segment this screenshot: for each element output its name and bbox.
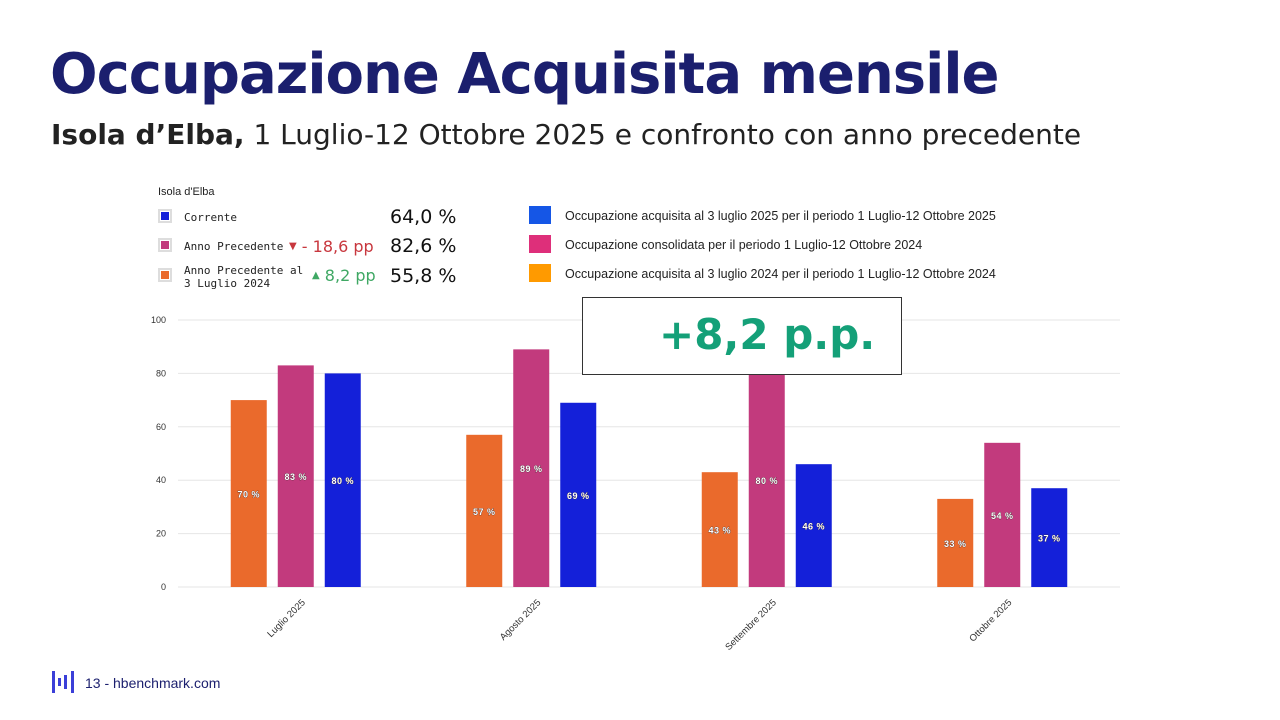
panel-label-line1: Anno Precedente al xyxy=(184,264,304,277)
panel-value-anno-precedente-3-luglio: 55,8 % xyxy=(390,265,457,287)
x-tick-label: Settembre 2025 xyxy=(723,597,779,653)
y-tick-label: 80 xyxy=(156,368,166,378)
bar xyxy=(324,373,361,587)
bar-data-label: 46 % xyxy=(802,522,825,532)
bar-data-label: 33 % xyxy=(944,539,967,549)
bar xyxy=(513,349,550,587)
bar-data-label: 69 % xyxy=(567,491,590,501)
legend-swatch-consolidata-2024 xyxy=(529,235,551,253)
bar-data-label: 37 % xyxy=(1038,534,1061,544)
bar-data-label: 83 % xyxy=(284,472,307,482)
panel-delta-text: 8,2 pp xyxy=(324,266,376,285)
subtitle-period: 1 Luglio-12 Ottobre 2025 e confronto con… xyxy=(244,118,1082,151)
bar xyxy=(937,498,974,587)
legend-label-acquisita-2025: Occupazione acquisita al 3 luglio 2025 p… xyxy=(565,209,996,223)
panel-swatch-anno-precedente xyxy=(158,238,172,252)
y-tick-label: 40 xyxy=(156,475,166,485)
x-tick-label: Agosto 2025 xyxy=(498,597,544,643)
panel-delta-text: - 18,6 pp xyxy=(301,237,374,256)
panel-value-corrente: 64,0 % xyxy=(390,206,457,228)
panel-label-anno-precedente-3-luglio: Anno Precedente al 3 Luglio 2024 xyxy=(184,264,303,290)
page-title: Occupazione Acquisita mensile xyxy=(50,42,1000,107)
subtitle-location: Isola d’Elba, xyxy=(51,118,245,151)
legend-swatch-acquisita-2025 xyxy=(529,206,551,224)
arrow-down-icon: ▼ xyxy=(289,241,297,252)
legend-label-consolidata-2024: Occupazione consolidata per il periodo 1… xyxy=(565,238,923,252)
hbenchmark-logo-icon xyxy=(52,671,74,693)
bar-data-label: 80 % xyxy=(331,476,354,486)
bar xyxy=(230,400,267,587)
legend-swatch-acquisita-2024 xyxy=(529,264,551,282)
panel-swatch-fill xyxy=(161,271,169,279)
panel-swatch-corrente xyxy=(158,209,172,223)
arrow-up-icon: ▲ xyxy=(312,270,320,281)
y-tick-label: 60 xyxy=(156,422,166,432)
bar-data-label: 57 % xyxy=(473,507,496,517)
panel-delta-anno-precedente: ▼ - 18,6 pp xyxy=(289,237,374,256)
panel-value-anno-precedente: 82,6 % xyxy=(390,235,457,257)
bar-data-label: 43 % xyxy=(708,526,731,536)
panel-swatch-anno-precedente-3-luglio xyxy=(158,268,172,282)
panel-swatch-fill xyxy=(161,241,169,249)
y-tick-label: 0 xyxy=(161,582,166,592)
x-tick-label: Luglio 2025 xyxy=(265,597,308,640)
y-tick-label: 100 xyxy=(151,315,166,325)
bar xyxy=(466,434,503,587)
panel-label-corrente: Corrente xyxy=(184,211,237,224)
bar xyxy=(560,402,597,587)
bar-data-label: 70 % xyxy=(237,490,260,500)
bar-data-label: 54 % xyxy=(991,511,1014,521)
bar xyxy=(984,442,1021,587)
bar xyxy=(1031,488,1068,587)
legend-label-acquisita-2024: Occupazione acquisita al 3 luglio 2024 p… xyxy=(565,267,996,281)
callout-box: +8,2 p.p. xyxy=(582,297,902,375)
panel-label-anno-precedente: Anno Precedente xyxy=(184,240,284,253)
x-tick-label: Ottobre 2025 xyxy=(967,597,1014,644)
panel-delta-anno-precedente-3-luglio: ▲ 8,2 pp xyxy=(312,266,376,285)
panel-swatch-fill xyxy=(161,212,169,220)
bar-data-label: 80 % xyxy=(755,476,778,486)
bar xyxy=(277,365,314,587)
footer-text: 13 - hbenchmark.com xyxy=(85,675,221,691)
bar xyxy=(701,472,738,587)
callout-text: +8,2 p.p. xyxy=(659,310,876,359)
y-tick-label: 20 xyxy=(156,529,166,539)
bar-data-label: 89 % xyxy=(520,464,543,474)
bar xyxy=(795,464,832,587)
page-subtitle: Isola d’Elba, 1 Luglio-12 Ottobre 2025 e… xyxy=(51,118,1081,151)
bar xyxy=(748,373,785,587)
panel-title: Isola d'Elba xyxy=(158,186,215,198)
panel-label-line2: 3 Luglio 2024 xyxy=(184,277,271,290)
